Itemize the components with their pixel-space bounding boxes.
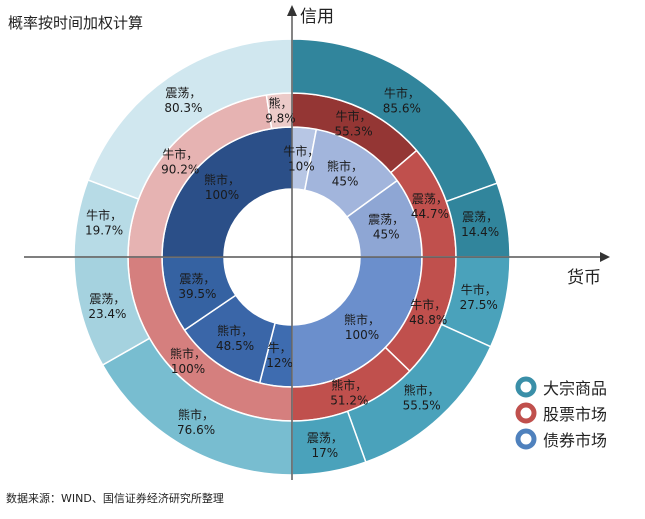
segment-label: 熊市， 76.6% — [177, 407, 215, 437]
segment-label: 牛市， 90.2% — [161, 147, 199, 177]
legend-label: 债券市场 — [543, 431, 608, 450]
segment-label: 熊市， 100% — [204, 172, 240, 202]
legend-ring-icon — [515, 402, 537, 424]
segment-label: 震荡， 39.5% — [178, 272, 216, 301]
segment-label: 牛市， 55.3% — [334, 109, 372, 139]
segment-label: 牛市， 19.7% — [85, 208, 123, 238]
segment-label: 震荡， 14.4% — [461, 210, 499, 239]
legend: 大宗商品 股票市场 债券市场 — [515, 374, 607, 452]
segment-label: 震荡， 80.3% — [164, 86, 202, 115]
legend-label: 大宗商品 — [543, 379, 608, 398]
segment-label: 牛市， 85.6% — [383, 86, 421, 116]
y-axis-label: 信用 — [300, 7, 334, 27]
legend-item-stocks: 股票市场 — [515, 400, 607, 426]
axes: 信用 货币 — [24, 5, 610, 480]
source-note: 数据来源：WIND、国信证券经济研究所整理 — [6, 492, 224, 505]
legend-item-bonds: 债券市场 — [515, 426, 607, 452]
segment-label: 熊市， 100% — [170, 346, 206, 376]
segment-label: 牛， 12% — [266, 340, 293, 370]
segment-label: 震荡， 23.4% — [88, 292, 126, 321]
x-axis-arrow — [600, 252, 610, 262]
legend-ring-icon — [515, 428, 537, 450]
chart-title: 概率按时间加权计算 — [8, 14, 144, 32]
segment-label: 牛市， 10% — [283, 143, 319, 173]
segment-label: 震荡， 45% — [368, 212, 404, 241]
segment-label: 震荡， 17% — [307, 431, 343, 460]
legend-label: 股票市场 — [543, 405, 608, 424]
segment-label: 熊市， 51.2% — [330, 377, 368, 407]
legend-item-commodities: 大宗商品 — [515, 374, 607, 400]
legend-ring-icon — [515, 376, 537, 398]
segment-label: 熊市， 48.5% — [216, 323, 254, 353]
chart-segments — [73, 38, 511, 476]
segment-label: 熊， 9.8% — [265, 95, 296, 125]
segment-label: 熊市， 100% — [344, 312, 380, 342]
segment-label: 牛市， 27.5% — [460, 282, 498, 312]
y-axis-arrow — [287, 5, 297, 16]
segment-label: 震荡， 44.7% — [411, 192, 449, 221]
segment-labels: 牛市， 10% 熊市， 45%震荡， 45%熊市， 100%牛， 12%熊市， 48.5%震荡… — [85, 86, 499, 460]
segment-label: 熊市， 45% — [327, 158, 363, 188]
segment-label: 牛市， 48.8% — [409, 297, 447, 327]
segment-label: 熊市， 55.5% — [403, 382, 441, 412]
x-axis-label: 货币 — [567, 268, 601, 288]
